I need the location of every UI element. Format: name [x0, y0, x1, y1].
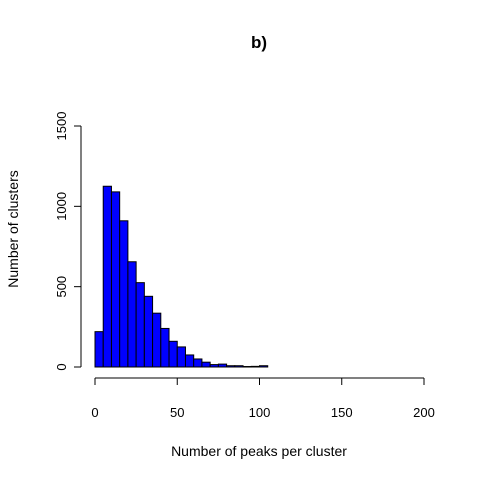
histogram-bar — [193, 358, 203, 368]
histogram-bar — [135, 282, 145, 368]
histogram-bar — [119, 220, 129, 368]
histogram-bar — [226, 365, 236, 368]
y-tick-label: 0 — [54, 363, 69, 370]
histogram-bar — [184, 354, 195, 368]
histogram-bar — [176, 346, 186, 368]
x-tick-label: 0 — [91, 405, 98, 420]
y-tick-label: 1500 — [54, 112, 69, 141]
histogram-bar — [201, 361, 211, 368]
bars-group — [94, 185, 269, 368]
y-axis: 0 500 1000 1500 — [54, 112, 82, 371]
histogram-bar — [217, 363, 228, 368]
histogram-bar — [110, 191, 121, 368]
histogram-bar — [127, 261, 137, 368]
histogram-bar — [102, 185, 112, 368]
histogram-bar — [259, 365, 269, 368]
x-axis: 0 50 100 150 200 — [91, 377, 435, 420]
x-tick-label: 50 — [170, 405, 184, 420]
histogram-bar — [143, 295, 154, 368]
histogram-bar — [242, 366, 252, 368]
x-tick-label: 150 — [331, 405, 353, 420]
histogram-bar — [250, 365, 260, 368]
y-tick-label: 1000 — [54, 192, 69, 221]
histogram-bar — [160, 327, 170, 368]
histogram-bar — [152, 312, 162, 368]
histogram-bar — [234, 365, 244, 368]
histogram-bar — [168, 340, 178, 368]
y-axis-label: Number of clusters — [5, 170, 21, 287]
x-tick-label: 100 — [249, 405, 271, 420]
histogram-bar — [209, 364, 219, 368]
y-tick-label: 500 — [54, 276, 69, 298]
x-axis-label: Number of peaks per cluster — [171, 443, 347, 459]
histogram-bar — [94, 331, 104, 368]
x-tick-label: 200 — [413, 405, 435, 420]
chart-title: b) — [251, 33, 267, 52]
